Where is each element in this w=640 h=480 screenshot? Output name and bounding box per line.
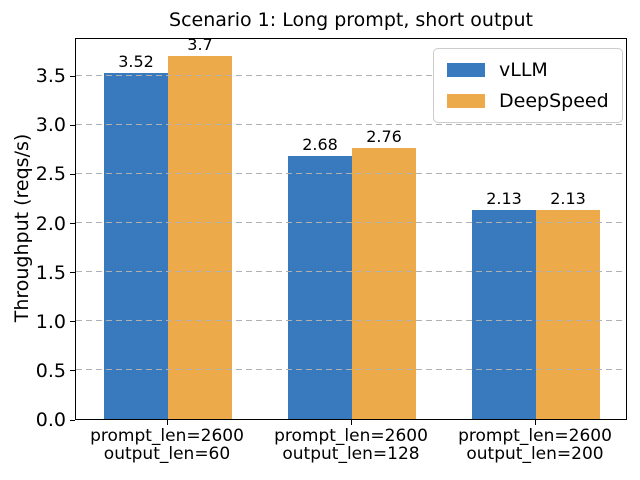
bar-deepspeed-group2 [352, 147, 416, 419]
bar-deepspeed-group3 [536, 209, 600, 419]
legend-swatch-deepspeed [447, 94, 485, 108]
bar-value-label: 3.52 [118, 52, 154, 72]
legend-entry-deepspeed: DeepSpeed [447, 89, 609, 113]
legend-label-vllm: vLLM [499, 59, 548, 81]
x-tick-label: prompt_len=2600 output_len=60 [90, 426, 244, 464]
gridline [76, 123, 626, 125]
y-tick-label: 0.0 [35, 409, 66, 431]
bar-value-label: 2.68 [302, 134, 338, 154]
y-tick-label: 1.0 [35, 310, 66, 333]
x-tick-label: prompt_len=2600 output_len=128 [274, 426, 428, 464]
bar-value-label: 2.13 [486, 188, 522, 208]
y-tick-mark [70, 124, 75, 126]
legend-label-deepspeed: DeepSpeed [499, 90, 609, 112]
x-tick-mark [350, 420, 352, 425]
y-tick-label: 2.0 [35, 212, 66, 235]
legend-entry-vllm: vLLM [447, 58, 609, 82]
y-tick-mark [70, 321, 75, 323]
y-tick-mark [70, 173, 75, 175]
bar-value-label: 2.76 [366, 126, 402, 146]
chart-title: Scenario 1: Long prompt, short output [169, 9, 533, 31]
y-tick-label: 3.5 [35, 65, 66, 88]
y-tick-mark [70, 370, 75, 372]
bar-vllm-group2 [288, 155, 352, 419]
gridline [76, 74, 626, 76]
bar-deepspeed-group1 [168, 55, 232, 419]
gridline [76, 173, 626, 174]
y-tick-label: 3.0 [35, 114, 66, 137]
gridline [76, 222, 626, 224]
legend-swatch-vllm [447, 63, 485, 77]
y-tick-mark [70, 272, 75, 274]
y-tick-mark [70, 223, 75, 225]
legend: vLLM DeepSpeed [433, 48, 623, 123]
x-tick-mark [534, 420, 536, 425]
bar-vllm-group1 [104, 73, 168, 419]
bar-value-label: 2.13 [550, 188, 586, 208]
gridline [76, 320, 626, 322]
bar-vllm-group3 [472, 209, 536, 419]
gridline [76, 271, 626, 273]
x-tick-label: prompt_len=2600 output_len=200 [458, 426, 612, 464]
gridline [76, 369, 626, 371]
y-tick-mark [70, 419, 75, 421]
x-tick-mark [166, 420, 168, 425]
y-tick-label: 1.5 [35, 261, 66, 284]
y-tick-label: 0.5 [35, 359, 66, 382]
y-tick-mark [70, 75, 75, 77]
bar-value-label: 3.7 [187, 34, 213, 54]
y-tick-label: 2.5 [35, 163, 66, 186]
